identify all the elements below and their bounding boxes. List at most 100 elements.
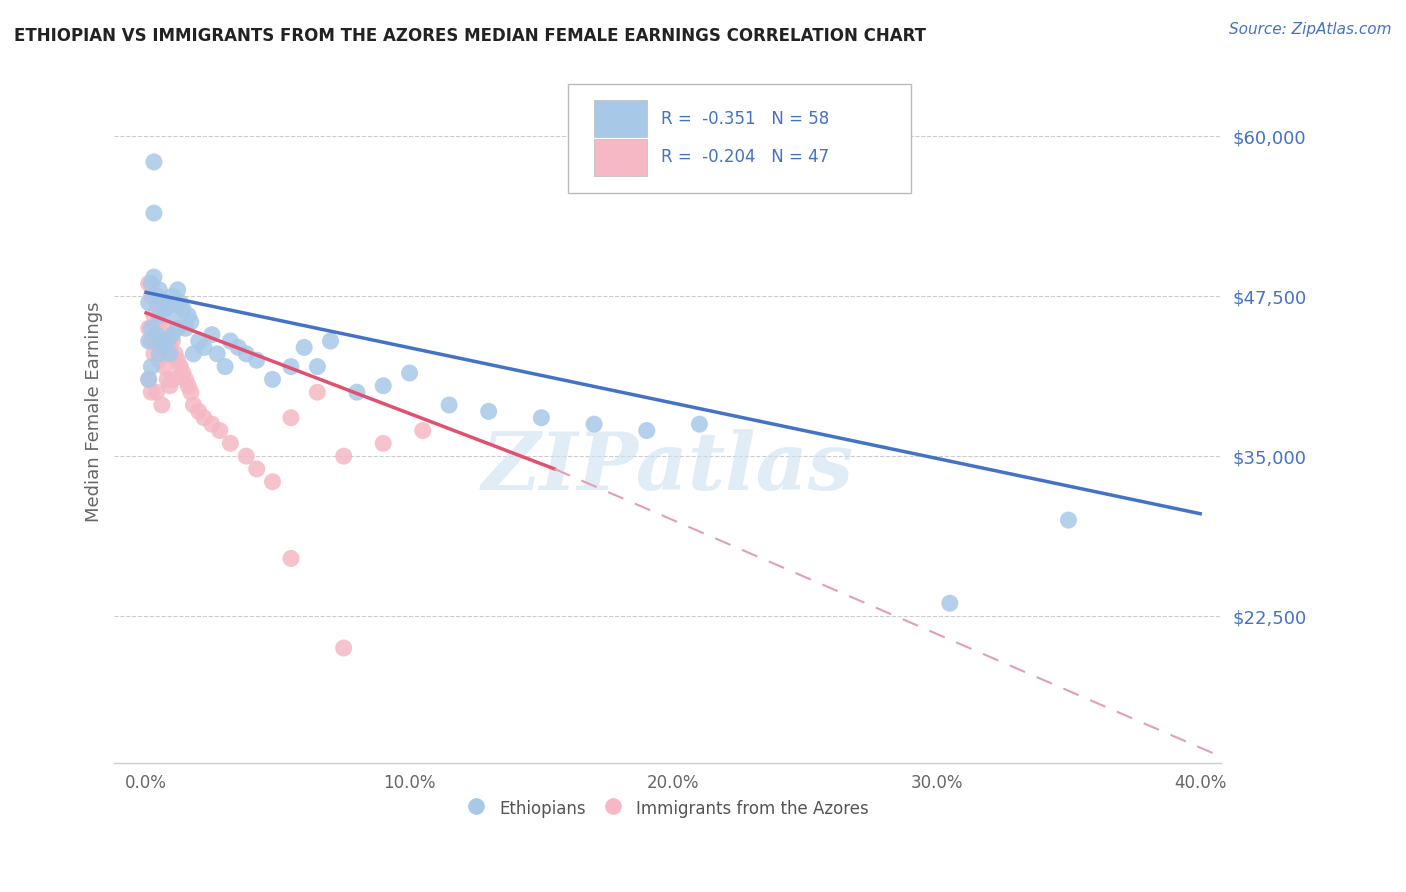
Point <box>148 353 170 368</box>
Point <box>169 295 191 310</box>
Point <box>150 340 173 354</box>
Point <box>193 340 215 354</box>
Point <box>530 410 553 425</box>
Point <box>180 385 202 400</box>
Point <box>148 347 170 361</box>
Point <box>153 301 176 316</box>
Point <box>583 417 606 432</box>
Point <box>138 295 160 310</box>
Point <box>183 398 205 412</box>
Point <box>153 340 176 354</box>
Point <box>208 424 231 438</box>
Point <box>159 347 181 361</box>
Point <box>156 334 179 348</box>
Text: R =  -0.204   N = 47: R = -0.204 N = 47 <box>661 148 830 167</box>
Point <box>162 327 184 342</box>
Point <box>180 315 202 329</box>
FancyBboxPatch shape <box>593 139 647 176</box>
Point <box>162 289 184 303</box>
Point <box>142 155 165 169</box>
Point <box>478 404 501 418</box>
Point <box>150 293 173 307</box>
Point <box>346 385 368 400</box>
Point <box>319 334 342 348</box>
Point <box>141 277 163 291</box>
Point <box>162 334 184 348</box>
Point <box>280 410 302 425</box>
Text: Source: ZipAtlas.com: Source: ZipAtlas.com <box>1229 22 1392 37</box>
Point <box>156 334 179 348</box>
FancyBboxPatch shape <box>568 84 911 194</box>
Point <box>219 334 242 348</box>
Point <box>412 424 434 438</box>
Point <box>226 340 249 354</box>
Point <box>156 295 179 310</box>
Point <box>177 378 200 392</box>
Point <box>142 206 165 220</box>
Point <box>172 366 194 380</box>
Point <box>201 417 224 432</box>
Point <box>235 347 257 361</box>
Point <box>138 372 160 386</box>
Point <box>148 315 170 329</box>
Point <box>636 424 658 438</box>
Point <box>141 321 163 335</box>
Point <box>262 475 284 489</box>
Point <box>177 309 200 323</box>
Point <box>187 334 209 348</box>
FancyBboxPatch shape <box>593 101 647 137</box>
Point <box>138 321 160 335</box>
Point <box>398 366 420 380</box>
Point <box>141 289 163 303</box>
Point <box>156 372 179 386</box>
Point <box>183 347 205 361</box>
Text: ZIPatlas: ZIPatlas <box>482 429 853 507</box>
Point <box>373 378 395 392</box>
Point <box>332 449 354 463</box>
Point <box>166 321 188 335</box>
Point <box>150 398 173 412</box>
Point <box>172 301 194 316</box>
Point <box>174 372 197 386</box>
Point <box>162 372 184 386</box>
Point <box>280 551 302 566</box>
Point <box>214 359 236 374</box>
Point <box>159 298 181 312</box>
Point <box>141 359 163 374</box>
Point <box>145 289 167 303</box>
Point <box>145 327 167 342</box>
Point <box>166 283 188 297</box>
Point <box>688 417 710 432</box>
Point <box>373 436 395 450</box>
Point <box>153 321 176 335</box>
Text: R =  -0.351   N = 58: R = -0.351 N = 58 <box>661 110 830 128</box>
Point <box>150 334 173 348</box>
Point <box>235 449 257 463</box>
Point <box>142 309 165 323</box>
Point <box>437 398 460 412</box>
Point <box>939 596 962 610</box>
Point <box>142 347 165 361</box>
Point <box>187 404 209 418</box>
Point <box>163 309 186 323</box>
Point <box>1057 513 1080 527</box>
Point <box>166 353 188 368</box>
Point <box>201 327 224 342</box>
Point <box>153 359 176 374</box>
Point <box>141 385 163 400</box>
Point <box>169 359 191 374</box>
Point <box>142 270 165 285</box>
Point <box>138 277 160 291</box>
Point <box>262 372 284 386</box>
Point <box>150 295 173 310</box>
Point <box>193 410 215 425</box>
Point <box>246 353 269 368</box>
Point <box>138 372 160 386</box>
Point <box>148 283 170 297</box>
Point <box>205 347 228 361</box>
Point <box>246 462 269 476</box>
Point <box>280 359 302 374</box>
Point <box>145 295 167 310</box>
Point <box>159 340 181 354</box>
Point <box>138 334 160 348</box>
